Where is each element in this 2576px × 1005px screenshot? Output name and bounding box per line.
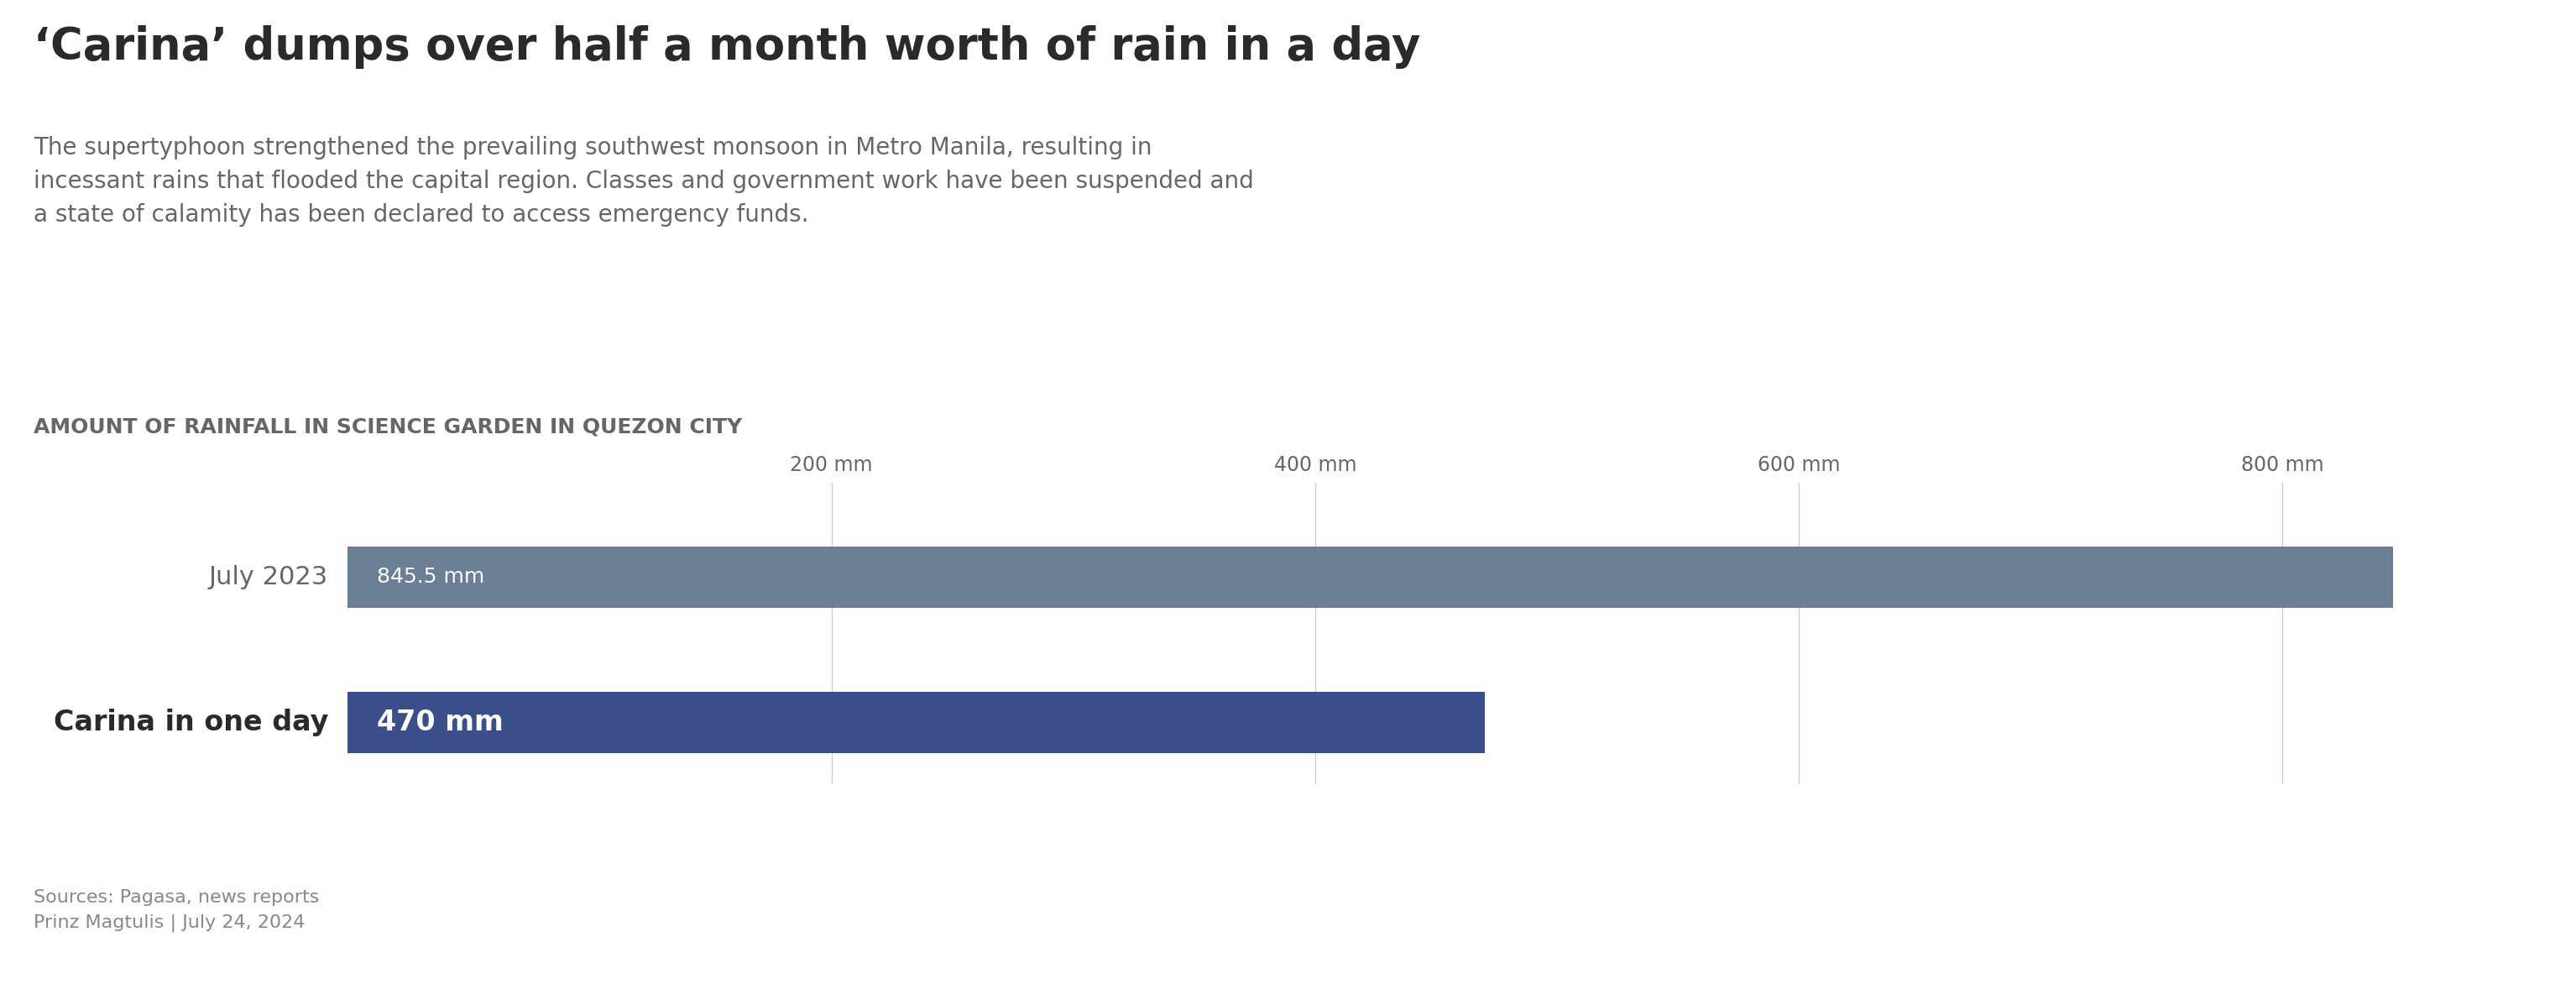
Text: Carina in one day: Carina in one day: [54, 709, 327, 737]
Text: July 2023: July 2023: [209, 565, 327, 589]
Text: ‘Carina’ dumps over half a month worth of rain in a day: ‘Carina’ dumps over half a month worth o…: [33, 25, 1419, 68]
Bar: [348, 692, 1484, 754]
Text: AMOUNT OF RAINFALL IN SCIENCE GARDEN IN QUEZON CITY: AMOUNT OF RAINFALL IN SCIENCE GARDEN IN …: [33, 417, 742, 437]
Text: 845.5 mm: 845.5 mm: [376, 567, 484, 587]
Text: Sources: Pagasa, news reports
Prinz Magtulis | July 24, 2024: Sources: Pagasa, news reports Prinz Magt…: [33, 889, 319, 933]
Bar: [348, 547, 2393, 608]
Text: The supertyphoon strengthened the prevailing southwest monsoon in Metro Manila, : The supertyphoon strengthened the prevai…: [33, 136, 1255, 226]
Text: 470 mm: 470 mm: [376, 709, 502, 737]
